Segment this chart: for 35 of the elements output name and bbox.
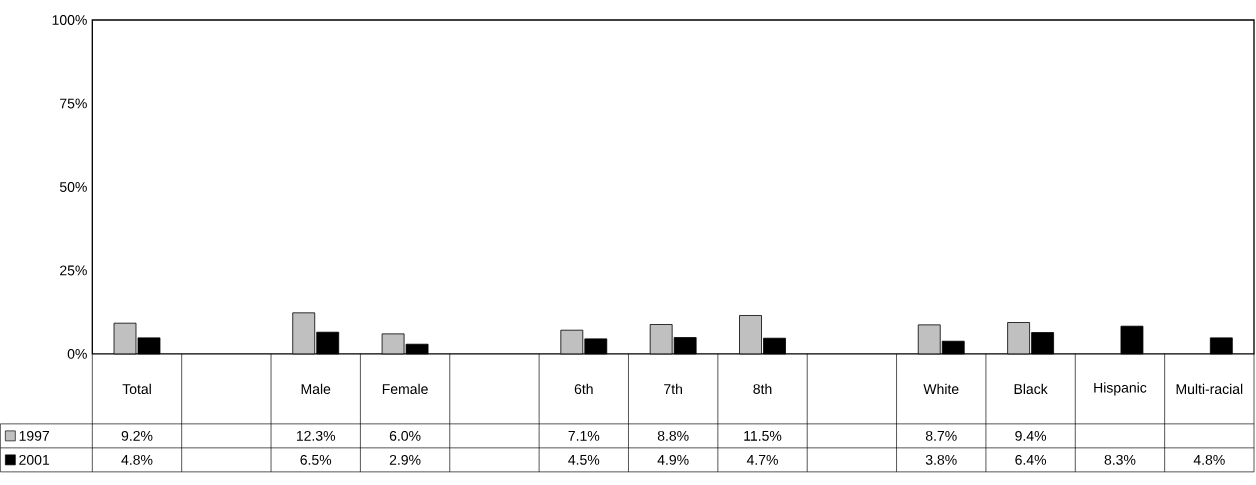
x-tick-label: Female: [382, 383, 428, 395]
x-tick-label: White: [923, 383, 959, 395]
data-label: 4.9%: [657, 454, 689, 465]
data-label: 9.2%: [121, 430, 153, 441]
x-tick-label: Hispanic: [1094, 382, 1147, 396]
x-tick-label: 8th: [753, 383, 772, 395]
y-tick-label: 25%: [60, 265, 87, 276]
data-label: 11.5%: [744, 431, 782, 441]
legend-label: 1997: [19, 430, 50, 441]
data-label: 2.9%: [389, 454, 421, 465]
data-label: 4.8%: [121, 454, 153, 465]
data-label: 8.3%: [1104, 454, 1136, 465]
data-label: 4.8%: [1193, 454, 1225, 465]
x-tick-label: Multi-racial: [1176, 383, 1243, 395]
y-tick-label: 50%: [59, 182, 87, 192]
data-label: 8.7%: [925, 430, 957, 441]
x-tick-label: 6th: [574, 383, 593, 395]
y-tick-label: 75%: [60, 98, 87, 109]
data-label: 9.4%: [1015, 430, 1047, 441]
data-label: 3.8%: [925, 454, 957, 465]
data-label: 4.7%: [746, 455, 778, 465]
data-label: 6.5%: [300, 454, 332, 465]
x-tick-label: Total: [122, 383, 151, 395]
data-label: 4.5%: [568, 455, 600, 465]
legend-label: 2001: [19, 454, 50, 465]
x-tick-label: Male: [301, 383, 331, 395]
data-label: 6.4%: [1015, 454, 1047, 465]
data-label: 7.1%: [568, 431, 600, 441]
data-label: 12.3%: [296, 430, 336, 441]
y-tick-label: 0%: [67, 349, 87, 359]
y-tick-label: 100%: [52, 15, 87, 26]
x-tick-label: 7th: [664, 383, 682, 395]
data-label: 8.8%: [657, 430, 689, 441]
x-tick-label: Black: [1014, 383, 1048, 395]
data-label: 6.0%: [389, 430, 421, 441]
